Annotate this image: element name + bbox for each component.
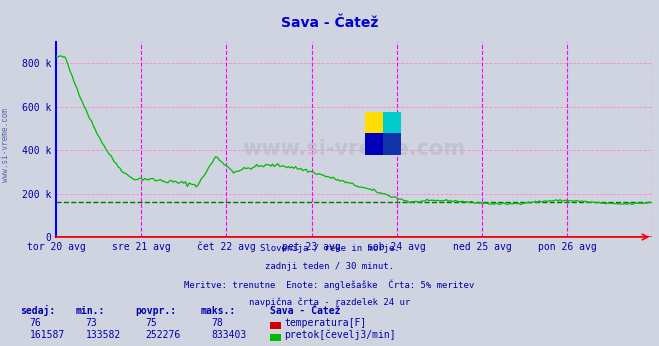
Text: pretok[čevelj3/min]: pretok[čevelj3/min] bbox=[284, 329, 395, 340]
Text: 133582: 133582 bbox=[86, 330, 121, 340]
Text: 252276: 252276 bbox=[145, 330, 180, 340]
Bar bbox=[383, 134, 401, 155]
Text: povpr.:: povpr.: bbox=[135, 306, 176, 316]
Bar bbox=[365, 134, 383, 155]
Text: 833403: 833403 bbox=[211, 330, 246, 340]
Text: 76: 76 bbox=[30, 318, 42, 328]
Text: 161587: 161587 bbox=[30, 330, 65, 340]
Text: navpična črta - razdelek 24 ur: navpična črta - razdelek 24 ur bbox=[249, 298, 410, 307]
Text: temperatura[F]: temperatura[F] bbox=[284, 318, 366, 328]
Bar bbox=[383, 112, 401, 134]
Text: maks.:: maks.: bbox=[201, 306, 236, 316]
Text: 73: 73 bbox=[86, 318, 98, 328]
Text: Sava - Čatež: Sava - Čatež bbox=[270, 306, 341, 316]
Text: zadnji teden / 30 minut.: zadnji teden / 30 minut. bbox=[265, 262, 394, 271]
Text: Sava - Čatež: Sava - Čatež bbox=[281, 16, 378, 29]
Bar bbox=[365, 112, 383, 134]
Text: Slovenija / reke in morje.: Slovenija / reke in morje. bbox=[260, 244, 399, 253]
Text: min.:: min.: bbox=[76, 306, 105, 316]
Text: Meritve: trenutne  Enote: anglešaške  Črta: 5% meritev: Meritve: trenutne Enote: anglešaške Črta… bbox=[185, 280, 474, 290]
Text: sedaj:: sedaj: bbox=[20, 304, 55, 316]
Text: www.si-vreme.com: www.si-vreme.com bbox=[243, 139, 466, 159]
Text: 75: 75 bbox=[145, 318, 157, 328]
Text: 78: 78 bbox=[211, 318, 223, 328]
Text: www.si-vreme.com: www.si-vreme.com bbox=[1, 108, 10, 182]
